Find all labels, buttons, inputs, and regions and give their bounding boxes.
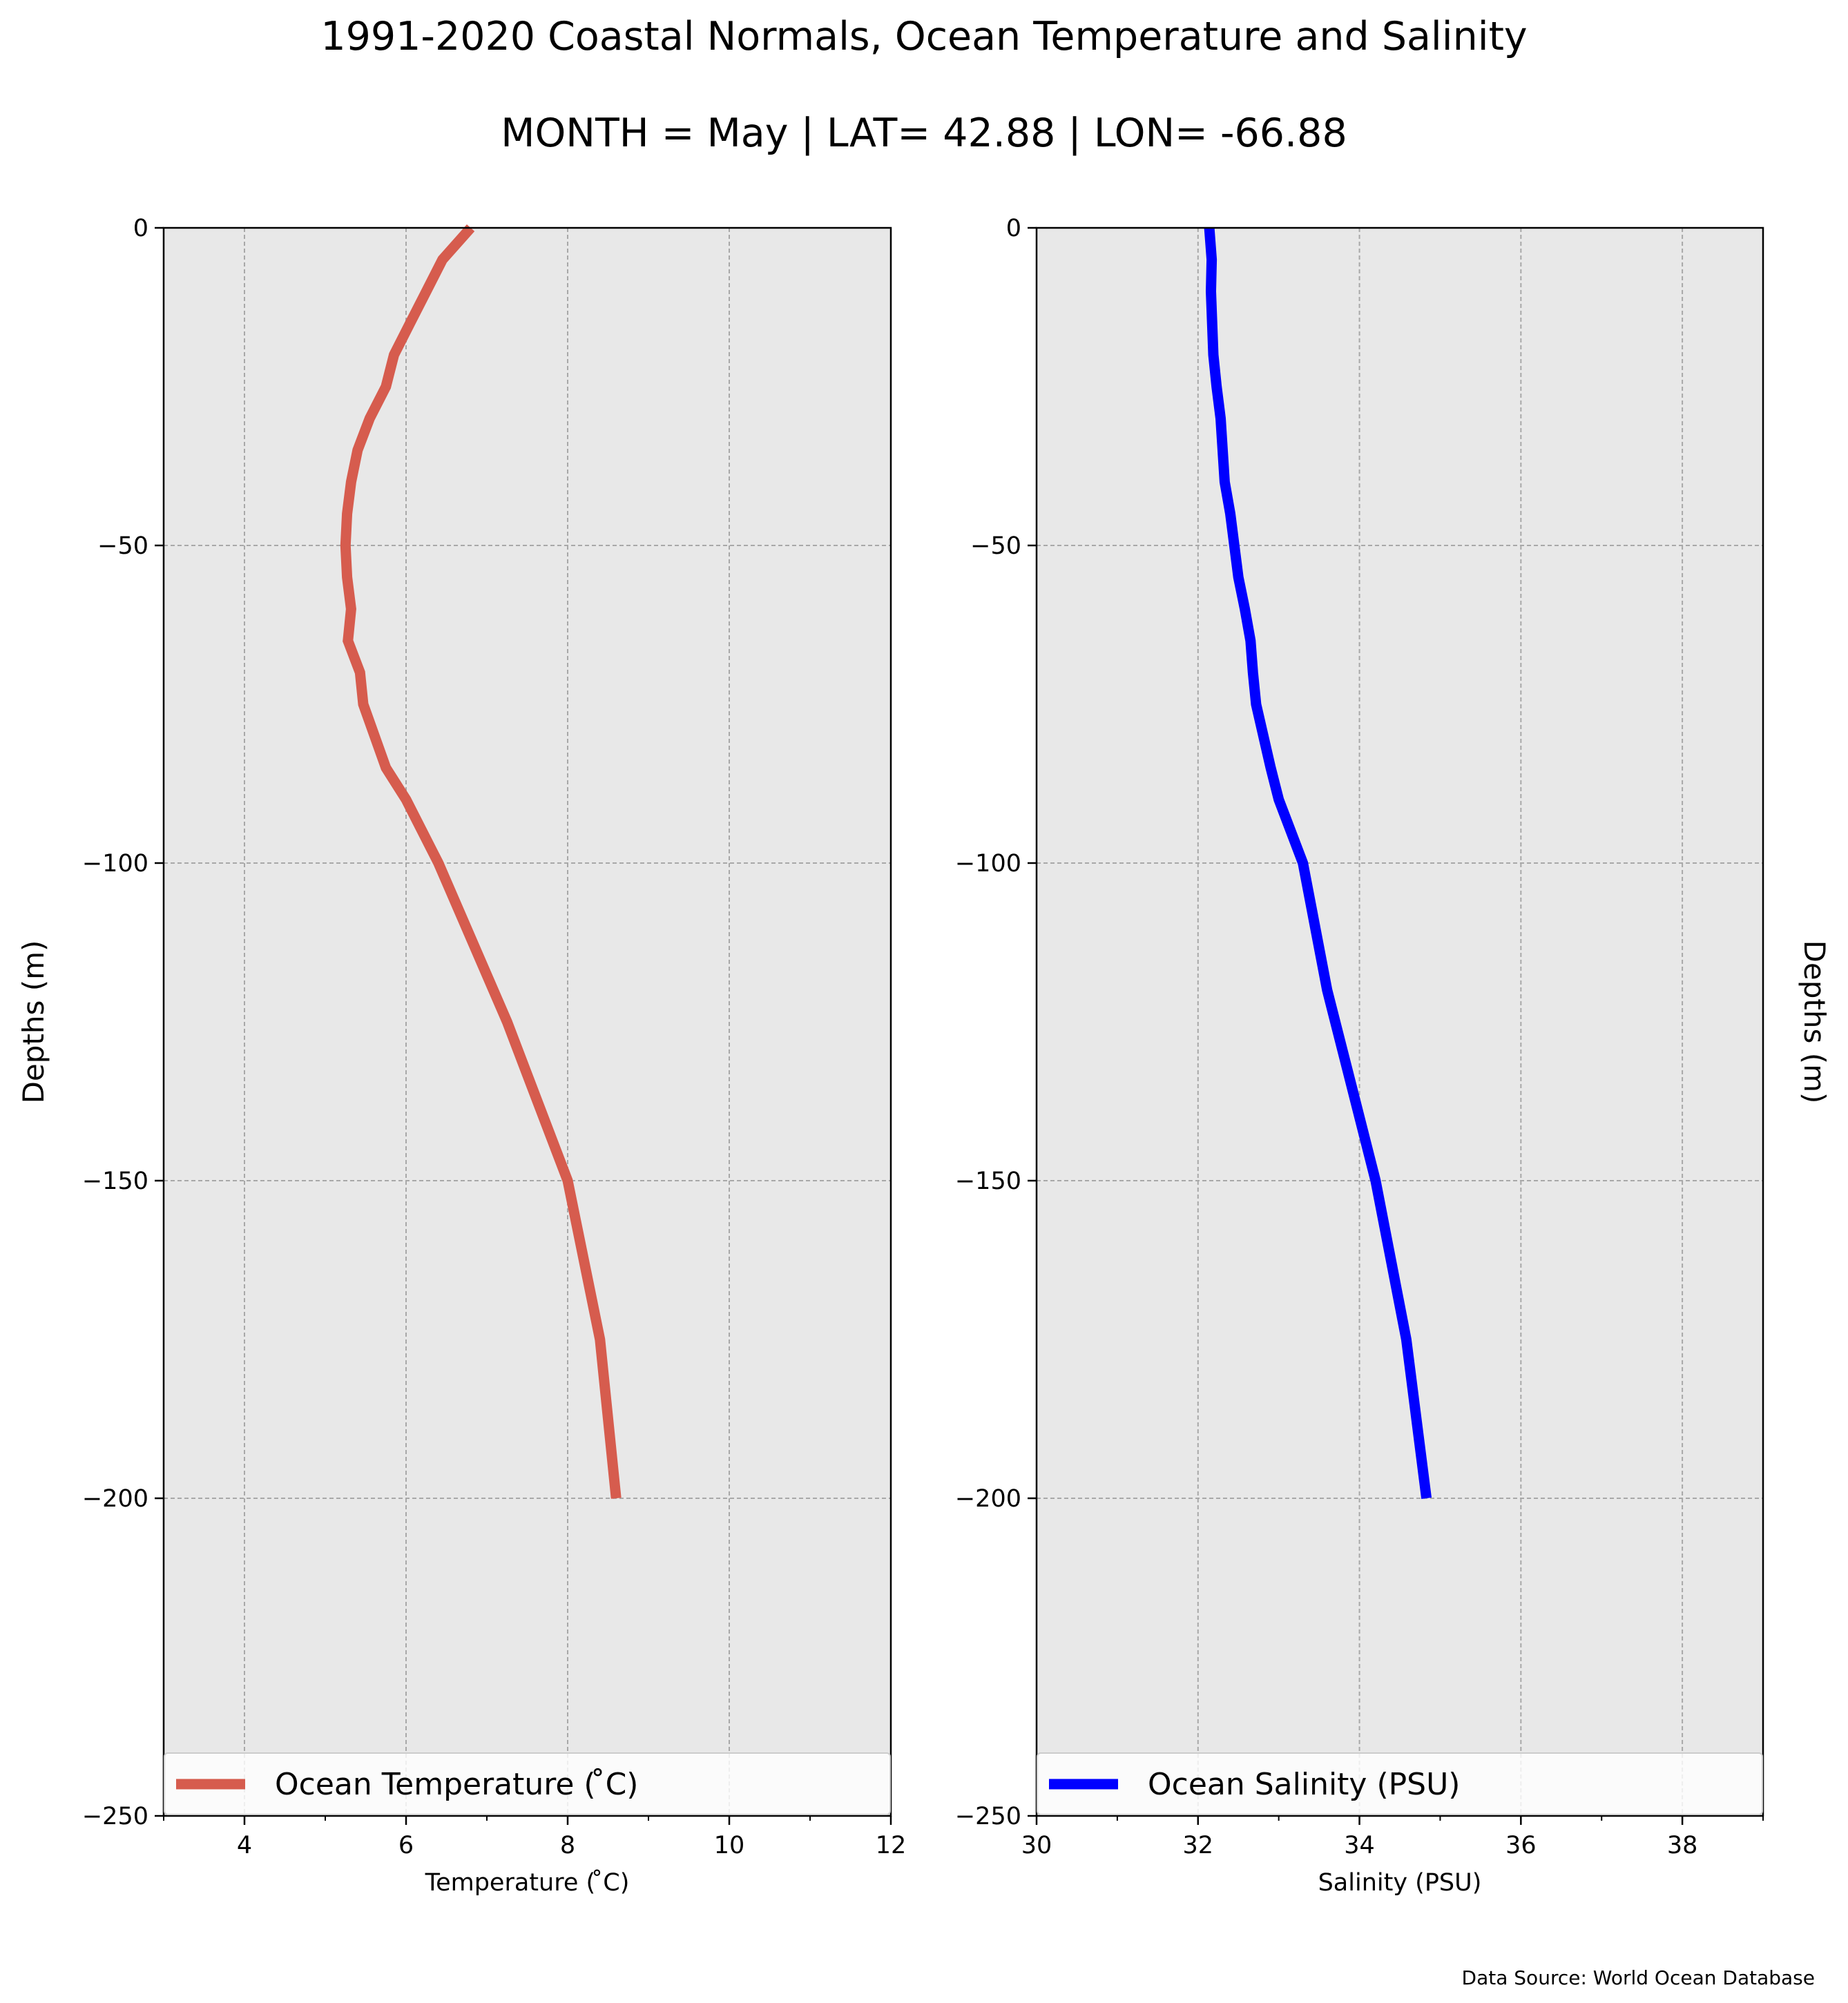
x-tick-label: 10: [714, 1832, 745, 1859]
x-tick-label: 4: [237, 1832, 252, 1859]
x-tick-label: 30: [1021, 1832, 1052, 1859]
legend: Ocean Temperature ( ̊C): [164, 1752, 891, 1815]
x-tick-label: 34: [1344, 1832, 1375, 1859]
x-tick-label: 38: [1667, 1832, 1698, 1859]
legend-label: Ocean Temperature ( ̊C): [275, 1767, 638, 1802]
plot-area: [1037, 228, 1763, 1816]
axes-frame: [162, 226, 892, 1817]
salinity-line: [1204, 227, 1432, 1499]
y-tick-label: −250: [82, 1803, 148, 1830]
y-tick-label: 0: [133, 215, 148, 242]
x-tick-label: 32: [1183, 1832, 1214, 1859]
y-tick-label: −100: [82, 850, 148, 878]
y-axis-label: Depths (m): [17, 940, 50, 1104]
y-tick-label: −50: [970, 532, 1021, 560]
legend-label: Ocean Salinity (PSU): [1148, 1767, 1460, 1802]
legend-box: [1037, 1752, 1763, 1815]
x-axis-label: Salinity (PSU): [1318, 1869, 1482, 1897]
y-tick-label: −150: [82, 1168, 148, 1195]
temperature-panel: 4 6 8 10 12 0 −50 −100 −150 −200 −250 Temperature (…: [17, 215, 906, 1897]
temperature-line: [340, 224, 622, 1499]
figure-subtitle: MONTH = May | LAT= 42.88 | LON= -66.88: [501, 110, 1347, 156]
plot-area: [164, 228, 891, 1816]
legend-box: [164, 1752, 891, 1815]
x-axis-label: Temperature ( ̊C): [425, 1868, 630, 1897]
y-tick-label: −250: [955, 1803, 1021, 1830]
y-tick-label: −200: [82, 1485, 148, 1513]
y-tick-label: 0: [1006, 215, 1021, 242]
data-source-note: Data Source: World Ocean Database: [1462, 1966, 1815, 1989]
y-tick-label: −100: [955, 850, 1021, 878]
x-tick-label: 36: [1505, 1832, 1537, 1859]
x-tick-label: 6: [398, 1832, 414, 1859]
x-tick-label: 8: [560, 1832, 575, 1859]
y-tick-label: −200: [955, 1485, 1021, 1513]
legend: Ocean Salinity (PSU): [1037, 1752, 1763, 1815]
salinity-panel: 30 32 34 36 38 0 −50 −100 −150 −200 −250 Salinity (…: [955, 215, 1831, 1897]
x-tick-label: 12: [876, 1832, 907, 1859]
axes-frame: [1035, 226, 1764, 1817]
y-tick-label: −50: [97, 532, 148, 560]
figure-title: 1991-2020 Coastal Normals, Ocean Tempera…: [320, 14, 1527, 59]
y-axis-label: Depths (m): [1798, 940, 1831, 1104]
y-tick-label: −150: [955, 1168, 1021, 1195]
